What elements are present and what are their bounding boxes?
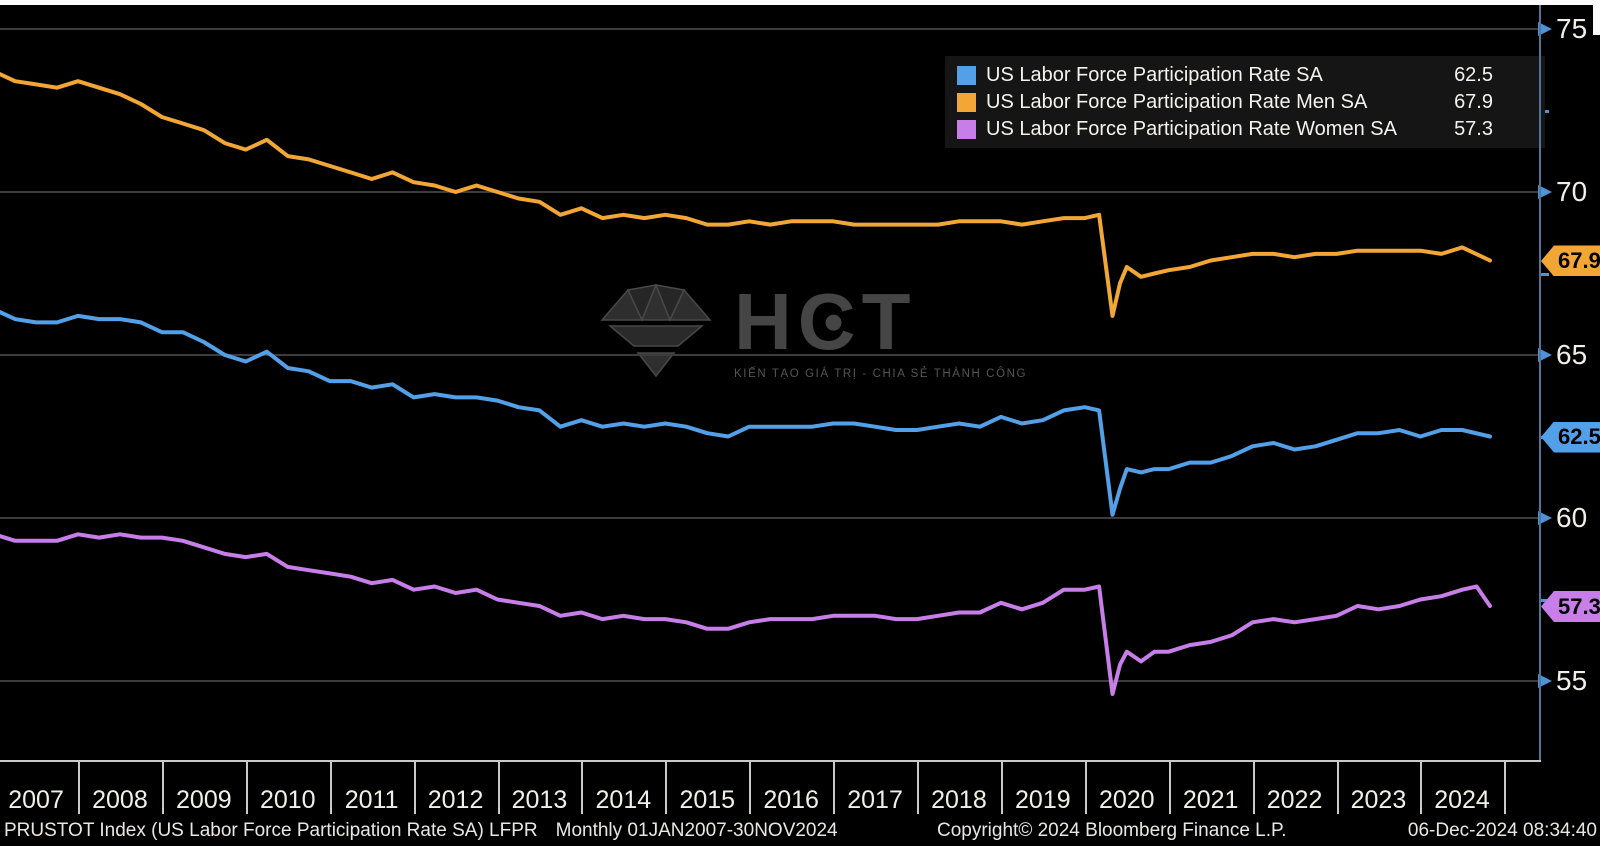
watermark-letter-c: C xyxy=(798,282,862,362)
y-minor-tick xyxy=(1541,109,1549,113)
year-separator xyxy=(833,762,836,814)
legend-item-total[interactable]: US Labor Force Participation Rate SA 62.5 xyxy=(957,62,1493,89)
x-tick-label-2019: 2019 xyxy=(1015,786,1071,814)
year-separator xyxy=(1168,762,1171,814)
plot-area[interactable]: HCT KIẾN TẠO GIÁ TRỊ - CHIA SẺ THÀNH CÔN… xyxy=(0,0,1600,762)
tag-layer: 62.5 67.9 57.3 xyxy=(1541,245,1600,623)
y-tick-label: 70 xyxy=(1556,176,1588,207)
footer-datetime: 06-Dec-2024 08:34:40 xyxy=(1407,820,1597,841)
gridline-75 xyxy=(0,28,1540,30)
x-tick-label-2010: 2010 xyxy=(259,786,316,814)
y-tick-arrow-icon xyxy=(1538,511,1552,525)
y-tick-label: 65 xyxy=(1556,339,1588,370)
year-separator xyxy=(1084,762,1087,814)
last-value-tag-men: 67.9 xyxy=(1541,245,1600,277)
x-tick-label-2018: 2018 xyxy=(931,786,987,814)
y-tick-label: 60 xyxy=(1556,502,1588,533)
x-tick-label-2021: 2021 xyxy=(1182,786,1239,814)
legend-swatch-icon xyxy=(957,120,976,139)
top-edge-strip xyxy=(0,0,1600,5)
x-tick-label-2024: 2024 xyxy=(1434,786,1490,814)
year-separator xyxy=(161,762,164,814)
x-tick-label-2022: 2022 xyxy=(1266,786,1323,814)
year-separator xyxy=(1420,762,1423,814)
x-tick-label-2008: 2008 xyxy=(92,786,148,814)
gridline-60 xyxy=(0,517,1540,519)
x-tick-label-2011: 2011 xyxy=(344,786,399,814)
legend-item-men[interactable]: US Labor Force Participation Rate Men SA… xyxy=(957,89,1493,116)
year-separator xyxy=(245,762,248,814)
y-tick-label: 55 xyxy=(1556,665,1588,696)
year-separator xyxy=(665,762,668,814)
year-separator xyxy=(1252,762,1255,814)
watermark-text: HCT KIẾN TẠO GIÁ TRỊ - CHIA SẺ THÀNH CÔN… xyxy=(734,277,1028,381)
chart-lines xyxy=(0,71,1492,696)
x-tick-label-2013: 2013 xyxy=(511,786,568,814)
year-separator xyxy=(1000,762,1003,814)
last-value-tag-women: 57.3 xyxy=(1541,591,1600,623)
legend-swatch-icon xyxy=(957,93,976,112)
x-tick-label-2012: 2012 xyxy=(427,786,484,814)
legend-value: 67.9 xyxy=(1454,91,1493,113)
year-separator xyxy=(749,762,752,814)
year-separator xyxy=(917,762,919,814)
x-tick-label-2016: 2016 xyxy=(763,786,819,814)
legend-label: US Labor Force Participation Rate Women … xyxy=(986,118,1397,140)
y-axis-line xyxy=(1539,5,1541,762)
x-tick-label-2009: 2009 xyxy=(176,786,232,814)
legend-value: 62.5 xyxy=(1454,64,1493,86)
hct-watermark: HCT KIẾN TẠO GIÁ TRỊ - CHIA SẺ THÀNH CÔN… xyxy=(600,277,1028,381)
year-separator xyxy=(78,762,80,814)
series-line-total xyxy=(0,309,1492,517)
year-separator xyxy=(1336,762,1339,814)
year-separator xyxy=(413,762,416,814)
scrollbar-fragment[interactable] xyxy=(1593,0,1600,35)
year-separator xyxy=(329,762,332,814)
y-tick-arrow-icon xyxy=(1538,348,1552,362)
legend-value: 57.3 xyxy=(1454,118,1493,140)
series-line-men xyxy=(0,71,1492,318)
watermark-name: HCT xyxy=(734,277,917,366)
gridline-65 xyxy=(0,354,1540,356)
year-separator xyxy=(581,762,584,814)
series-line-women xyxy=(0,532,1492,696)
legend-label: US Labor Force Participation Rate SA xyxy=(986,64,1323,86)
y-tick-arrow-icon xyxy=(1538,185,1552,199)
x-tick-label-2007: 2007 xyxy=(8,786,64,814)
gridline-55 xyxy=(0,680,1540,682)
x-axis-line xyxy=(0,760,1541,762)
watermark-tagline: KIẾN TẠO GIÁ TRỊ - CHIA SẺ THÀNH CÔNG xyxy=(734,368,1028,380)
watermark-c-dot-icon xyxy=(825,314,842,331)
y-minor-tick xyxy=(1541,272,1549,276)
legend-label: US Labor Force Participation Rate Men SA xyxy=(986,91,1368,113)
legend-swatch-icon xyxy=(957,66,976,85)
footer-bar: PRUSTOT Index (US Labor Force Participat… xyxy=(0,815,1600,846)
footer-period: Monthly 01JAN2007-30NOV2024 xyxy=(555,820,838,841)
x-tick-label-2020: 2020 xyxy=(1098,786,1155,814)
y-tick-label: 75 xyxy=(1556,13,1588,44)
grid-layer: 75 70 65 60 55 xyxy=(0,13,1588,696)
x-tick-label-2023: 2023 xyxy=(1350,786,1407,814)
last-value-tag-total: 62.5 xyxy=(1541,421,1600,453)
legend: US Labor Force Participation Rate SA 62.5… xyxy=(945,56,1545,148)
x-tick-label-2017: 2017 xyxy=(847,786,903,814)
footer-copyright: Copyright© 2024 Bloomberg Finance L.P. xyxy=(937,820,1287,841)
y-tick-arrow-icon xyxy=(1538,22,1552,36)
year-separator xyxy=(1504,762,1507,814)
hct-diamond-logo xyxy=(600,284,712,378)
footer-security-info: PRUSTOT Index (US Labor Force Participat… xyxy=(4,820,838,841)
legend-item-women[interactable]: US Labor Force Participation Rate Women … xyxy=(957,116,1493,143)
y-minor-tick xyxy=(1541,598,1549,602)
y-tick-arrow-icon xyxy=(1538,674,1552,688)
x-tick-label-2015: 2015 xyxy=(679,786,736,814)
gridline-70 xyxy=(0,191,1540,193)
x-tick-label-2014: 2014 xyxy=(595,786,652,814)
year-separator xyxy=(497,762,500,814)
